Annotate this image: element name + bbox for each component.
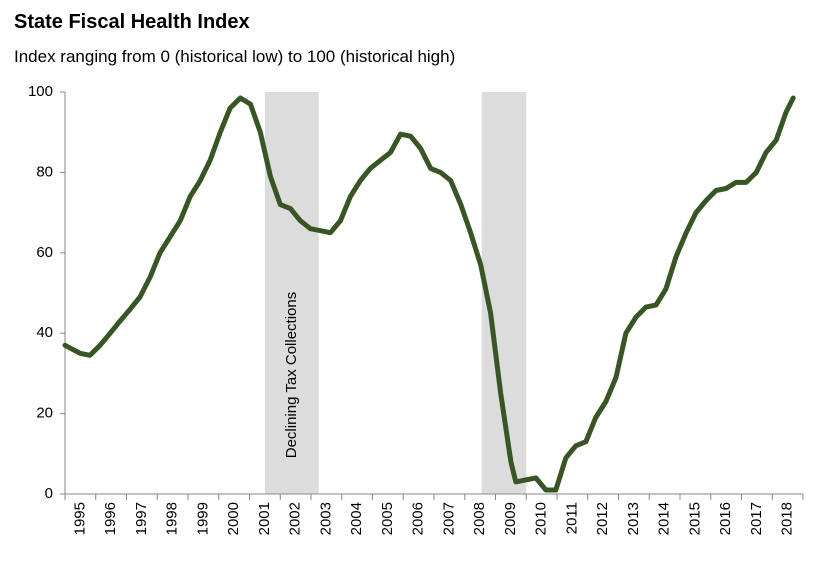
x-tick-label: 2000 [225, 502, 242, 535]
y-tick-label: 60 [36, 244, 53, 261]
x-tick-label: 2016 [717, 502, 734, 535]
data-line [62, 95, 796, 493]
x-tick-label: 2012 [594, 502, 611, 535]
x-tick-label: 2013 [625, 502, 642, 535]
y-tick-label: 40 [36, 324, 53, 341]
x-tick-label: 2006 [410, 502, 427, 535]
y-tick-label: 0 [45, 485, 53, 502]
x-tick-label: 2015 [686, 502, 703, 535]
chart-title: State Fiscal Health Index [14, 11, 250, 33]
x-tick-label: 1995 [71, 502, 88, 535]
y-tick-label: 100 [28, 83, 53, 100]
x-tick-label: 1999 [194, 502, 211, 535]
x-tick-label: 2010 [533, 502, 550, 535]
x-tick-label: 1996 [102, 502, 119, 535]
x-tick-label: 2008 [471, 502, 488, 535]
shaded-region [264, 92, 319, 494]
x-tick-label: 2014 [656, 502, 673, 535]
x-tick-label: 2011 [563, 502, 580, 534]
annotation: Declining Tax Collections [283, 292, 300, 458]
x-tick-label: 2007 [440, 502, 457, 535]
x-tick-label: 2004 [348, 502, 365, 535]
x-tick-label: 2005 [379, 502, 396, 535]
chart-subtitle: Index ranging from 0 (historical low) to… [14, 47, 455, 66]
x-tick-label: 2017 [748, 502, 765, 535]
x-tick-label: 2018 [779, 502, 796, 535]
x-tick-label: 1998 [164, 502, 181, 535]
y-tick-label: 20 [36, 405, 53, 422]
y-tick-label: 80 [36, 163, 53, 180]
x-tick-label: 2009 [502, 502, 519, 535]
x-tick-label: 2001 [256, 502, 273, 535]
x-tick-label: 2002 [287, 502, 304, 535]
x-tick-label: 1997 [133, 502, 150, 535]
x-tick-label: 2003 [317, 502, 334, 535]
